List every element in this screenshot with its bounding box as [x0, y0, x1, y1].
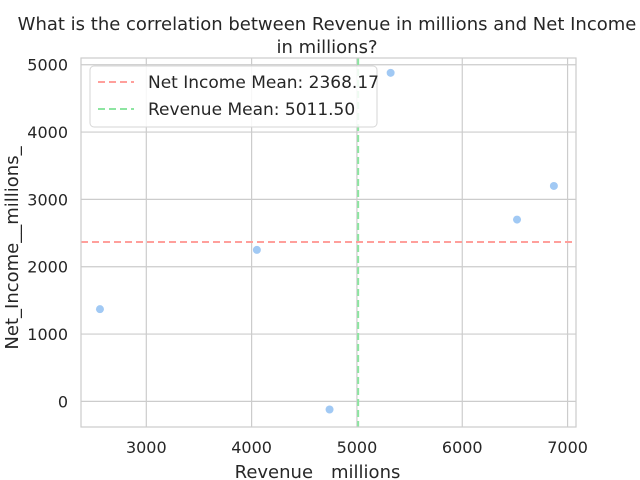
- y-tick-label: 5000: [27, 56, 68, 75]
- x-tick-label: 6000: [442, 438, 483, 457]
- data-point: [95, 305, 104, 314]
- x-tick-label: 3000: [126, 438, 167, 457]
- legend: Net Income Mean: 2368.17 Revenue Mean: 5…: [89, 65, 379, 128]
- y-tick-label: 4000: [27, 123, 68, 142]
- data-point: [549, 181, 558, 190]
- legend-label-revenue-mean: Revenue Mean: 5011.50: [148, 100, 355, 120]
- x-tick-label: 5000: [337, 438, 378, 457]
- legend-box: [89, 65, 378, 128]
- data-point: [386, 68, 395, 77]
- x-tick-labels: 3000 4000 5000 6000 7000: [126, 438, 588, 457]
- y-tick-labels: 0 1000 2000 3000 4000 5000: [27, 56, 68, 412]
- data-point: [252, 245, 261, 254]
- data-point: [513, 215, 522, 224]
- x-tick-label: 4000: [231, 438, 272, 457]
- data-point: [325, 405, 334, 414]
- x-tick-label: 7000: [547, 438, 588, 457]
- y-tick-label: 1000: [27, 325, 68, 344]
- y-axis-label: Net_Income__millions_: [2, 145, 23, 349]
- y-tick-label: 0: [58, 392, 68, 411]
- y-tick-label: 3000: [27, 190, 68, 209]
- chart-title-line-2: in millions?: [276, 37, 377, 58]
- data-points: [95, 68, 558, 414]
- chart-title-line-1: What is the correlation between Revenue …: [18, 14, 637, 35]
- x-axis-label: Revenue__millions_: [235, 462, 411, 480]
- y-tick-label: 2000: [27, 258, 68, 277]
- legend-label-net-income-mean: Net Income Mean: 2368.17: [148, 73, 379, 93]
- chart-title: What is the correlation between Revenue …: [18, 14, 637, 58]
- plot-frame: [80, 57, 577, 428]
